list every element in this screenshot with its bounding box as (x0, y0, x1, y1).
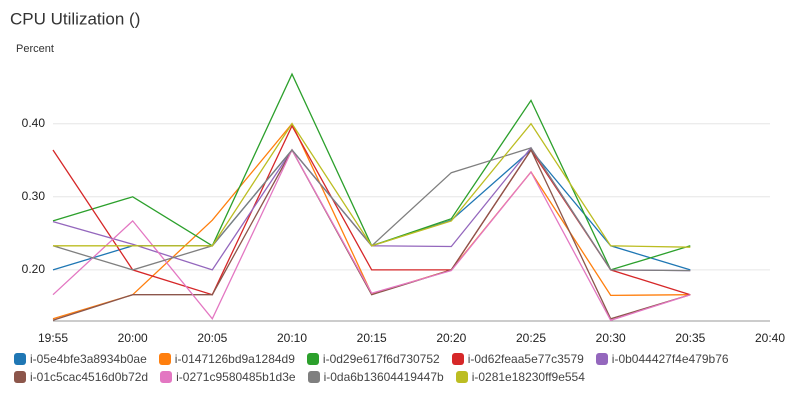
y-axis-label: Percent (16, 43, 54, 55)
series-line (52, 146, 691, 272)
x-tick-label: 20:15 (357, 331, 387, 345)
legend-label: i-0d62feaa5e77c3579 (467, 352, 584, 366)
series-line (52, 148, 691, 271)
legend-swatch (14, 353, 26, 365)
legend-item[interactable]: i-0b044427f4e479b76 (595, 352, 729, 366)
series-line (52, 148, 691, 322)
legend-item[interactable]: i-01c5cac4516d0b72d (14, 370, 148, 384)
legend-item[interactable]: i-0271c9580485b1d3e (160, 370, 296, 384)
legend-label: i-0281e18230ff9e554 (471, 370, 585, 384)
legend-item[interactable]: i-0147126bd9a1284d9 (158, 352, 295, 366)
legend-label: i-01c5cac4516d0b72d (30, 370, 149, 384)
x-tick-label: 20:40 (755, 331, 785, 345)
legend-item[interactable]: i-05e4bfe3a8934b0ae (14, 352, 147, 366)
chart-title: CPU Utilization () (10, 9, 140, 28)
legend: i-05e4bfe3a8934b0ae i-0147126bd9a1284d9 i-… (14, 352, 794, 384)
legend-item[interactable]: i-0d29e617f6d730752 (306, 352, 440, 366)
series-line (53, 122, 691, 248)
chart: CPU Utilization () Percent 0.20 0.30 0.40 1… (10, 9, 785, 345)
x-tick-label: 20:30 (596, 331, 626, 345)
legend-swatch (595, 353, 608, 365)
legend-item[interactable]: i-0d62feaa5e77c3579 (451, 352, 584, 366)
series-line (52, 148, 691, 321)
legend-item[interactable]: i-0281e18230ff9e554 (455, 370, 585, 384)
y-tick-label: 0.40 (22, 116, 46, 130)
legend-label: i-0da6b13604419447b (323, 370, 444, 384)
series-line (52, 147, 691, 272)
legend-label: i-0271c9580485b1d3e (176, 370, 296, 384)
legend-swatch (306, 353, 319, 365)
legend-swatch (307, 371, 320, 383)
legend-label: i-05e4bfe3a8934b0ae (30, 352, 147, 366)
y-tick-label: 0.20 (22, 262, 46, 276)
legend-swatch (455, 371, 468, 383)
legend-label: i-0147126bd9a1284d9 (174, 352, 295, 366)
legend-swatch (158, 353, 171, 365)
legend-swatch (451, 353, 464, 365)
x-tick-label: 20:35 (675, 331, 705, 345)
x-tick-label: 20:00 (118, 331, 148, 345)
y-tick-label: 0.30 (22, 189, 46, 203)
legend-item[interactable]: i-0da6b13604419447b (307, 370, 444, 384)
legend-swatch (160, 371, 173, 383)
x-tick-label: 19:55 (38, 331, 68, 345)
x-tick-label: 20:20 (436, 331, 466, 345)
legend-label: i-0b044427f4e479b76 (611, 352, 729, 366)
x-tick-label: 20:05 (197, 331, 227, 345)
x-tick-label: 20:10 (277, 331, 307, 345)
legend-swatch (14, 371, 26, 383)
x-tick-label: 20:25 (516, 331, 546, 345)
legend-label: i-0d29e617f6d730752 (322, 352, 440, 366)
